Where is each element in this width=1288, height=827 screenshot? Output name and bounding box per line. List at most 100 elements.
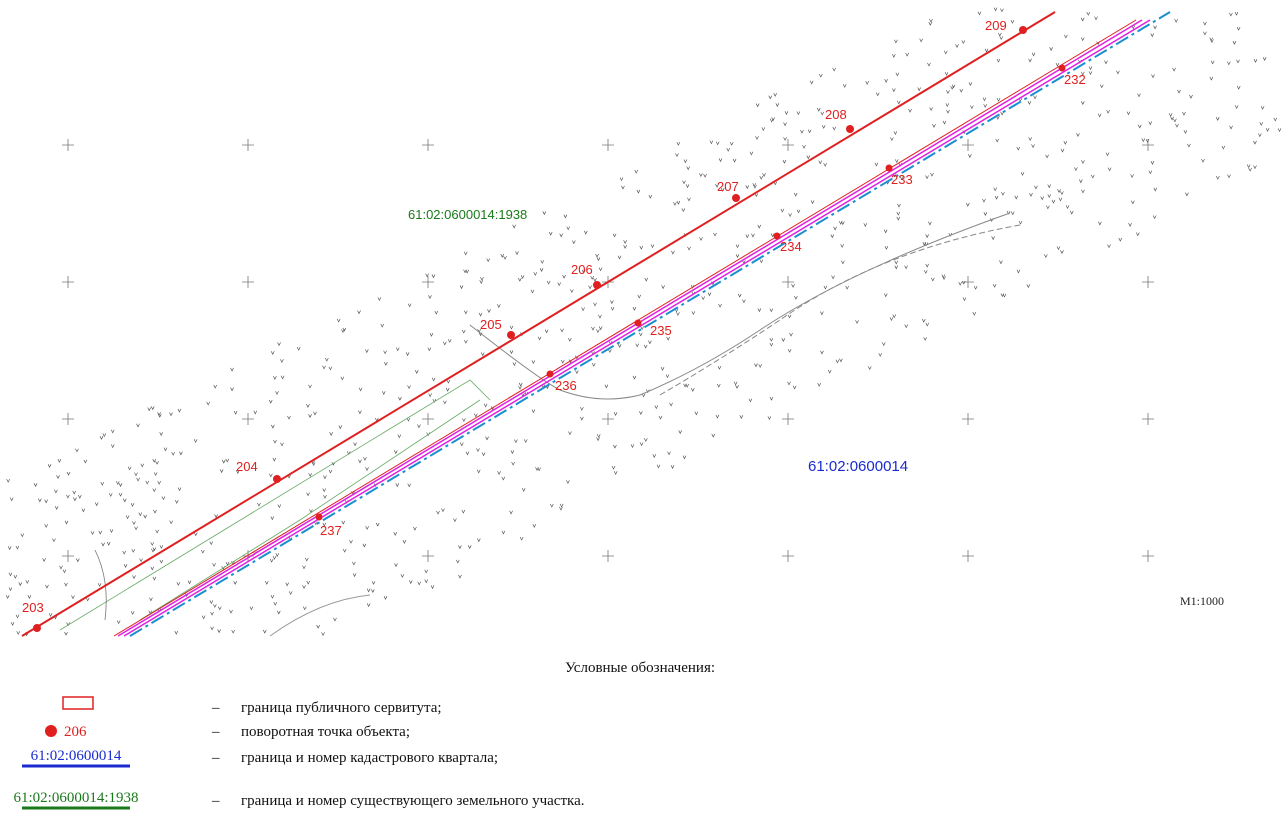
terrain-mark <box>177 408 182 413</box>
terrain-mark <box>56 475 60 479</box>
terrain-mark <box>1170 116 1174 121</box>
terrain-mark <box>193 439 198 443</box>
terrain-mark <box>796 209 801 214</box>
terrain-mark <box>818 160 823 165</box>
terrain-mark <box>634 169 639 174</box>
terrain-mark <box>559 503 564 508</box>
terrain-mark <box>1153 25 1157 30</box>
terrain-mark <box>428 393 432 398</box>
terrain-mark <box>407 483 411 488</box>
terrain-mark <box>1174 18 1178 23</box>
terrain-mark <box>515 251 519 256</box>
terrain-mark <box>611 465 616 470</box>
terrain-mark <box>596 437 600 442</box>
terrain-mark <box>342 548 347 553</box>
terrain-mark <box>1236 26 1241 31</box>
terrain-mark <box>699 173 703 178</box>
terrain-mark <box>463 269 467 274</box>
terrain-mark <box>841 260 845 265</box>
terrain-mark <box>715 183 719 188</box>
terrain-mark <box>925 175 929 180</box>
terrain-mark <box>13 574 18 579</box>
terrain-mark <box>458 545 462 550</box>
terrain-mark <box>767 416 772 421</box>
terrain-mark <box>407 385 411 390</box>
terrain-mark <box>152 458 156 463</box>
terrain-mark <box>1044 254 1048 259</box>
terrain-mark <box>20 533 25 538</box>
terrain-mark <box>892 54 896 58</box>
terrain-mark <box>123 498 127 503</box>
terrain-mark <box>116 620 121 625</box>
terrain-mark <box>632 307 637 311</box>
terrain-mark <box>1094 16 1098 21</box>
terrain-mark <box>159 545 164 549</box>
terrain-mark <box>1010 19 1015 24</box>
terrain-mark <box>1020 172 1025 176</box>
terrain-mark <box>115 481 120 485</box>
terrain-mark <box>929 18 933 23</box>
road-edge <box>269 594 371 637</box>
terrain-mark <box>453 518 457 523</box>
terrain-mark <box>414 370 419 374</box>
terrain-mark <box>835 359 840 364</box>
terrain-mark <box>690 284 695 289</box>
terrain-mark <box>321 632 325 637</box>
terrain-mark <box>636 189 641 194</box>
terrain-mark <box>429 333 434 337</box>
point-label: 209 <box>985 18 1007 33</box>
terrain-mark <box>272 556 277 560</box>
legend-separator: – <box>211 724 220 740</box>
terrain-mark <box>445 387 450 392</box>
terrain-mark <box>140 463 145 468</box>
terrain-mark <box>1177 89 1181 94</box>
terrain-mark <box>169 412 173 417</box>
grid-cross <box>62 276 74 288</box>
terrain-mark <box>45 584 49 589</box>
terrain-mark <box>481 452 486 457</box>
servitude-line <box>113 19 1137 637</box>
terrain-mark <box>384 362 388 366</box>
terrain-mark <box>944 50 948 55</box>
terrain-mark <box>993 7 998 12</box>
terrain-mark <box>931 277 935 282</box>
terrain-mark <box>676 141 681 146</box>
terrain-mark <box>1259 122 1264 126</box>
terrain-mark <box>518 382 523 387</box>
terrain-mark <box>149 597 153 602</box>
road-edge <box>659 224 1021 396</box>
terrain-mark <box>562 274 566 279</box>
terrain-mark <box>557 282 561 287</box>
terrain-mark <box>1172 67 1176 72</box>
terrain-mark <box>946 90 950 95</box>
terrain-mark <box>145 480 149 485</box>
terrain-mark <box>509 350 514 355</box>
terrain-mark <box>464 339 468 344</box>
terrain-mark <box>875 92 880 97</box>
terrain-mark <box>1028 137 1032 142</box>
terrain-mark <box>218 606 222 611</box>
terrain-mark <box>883 229 888 234</box>
terrain-mark <box>1060 250 1064 254</box>
terrain-mark <box>928 22 933 26</box>
terrain-mark <box>899 176 904 181</box>
terrain-mark <box>941 274 946 279</box>
terrain-mark <box>1210 60 1215 65</box>
terrain-mark <box>501 476 506 481</box>
terrain-mark <box>759 259 764 264</box>
terrain-mark <box>1258 133 1262 138</box>
terrain-mark <box>691 311 696 316</box>
terrain-mark <box>219 469 224 474</box>
turn-point <box>732 194 740 202</box>
terrain-mark <box>644 277 649 282</box>
terrain-mark <box>757 224 762 229</box>
terrain-mark <box>201 549 205 554</box>
terrain-mark <box>1236 85 1241 90</box>
terrain-mark <box>1227 61 1231 66</box>
terrain-mark <box>44 524 48 528</box>
terrain-mark <box>632 375 637 380</box>
terrain-mark <box>671 250 675 255</box>
terrain-mark <box>265 581 269 585</box>
terrain-mark <box>839 358 843 363</box>
terrain-mark <box>427 347 432 352</box>
